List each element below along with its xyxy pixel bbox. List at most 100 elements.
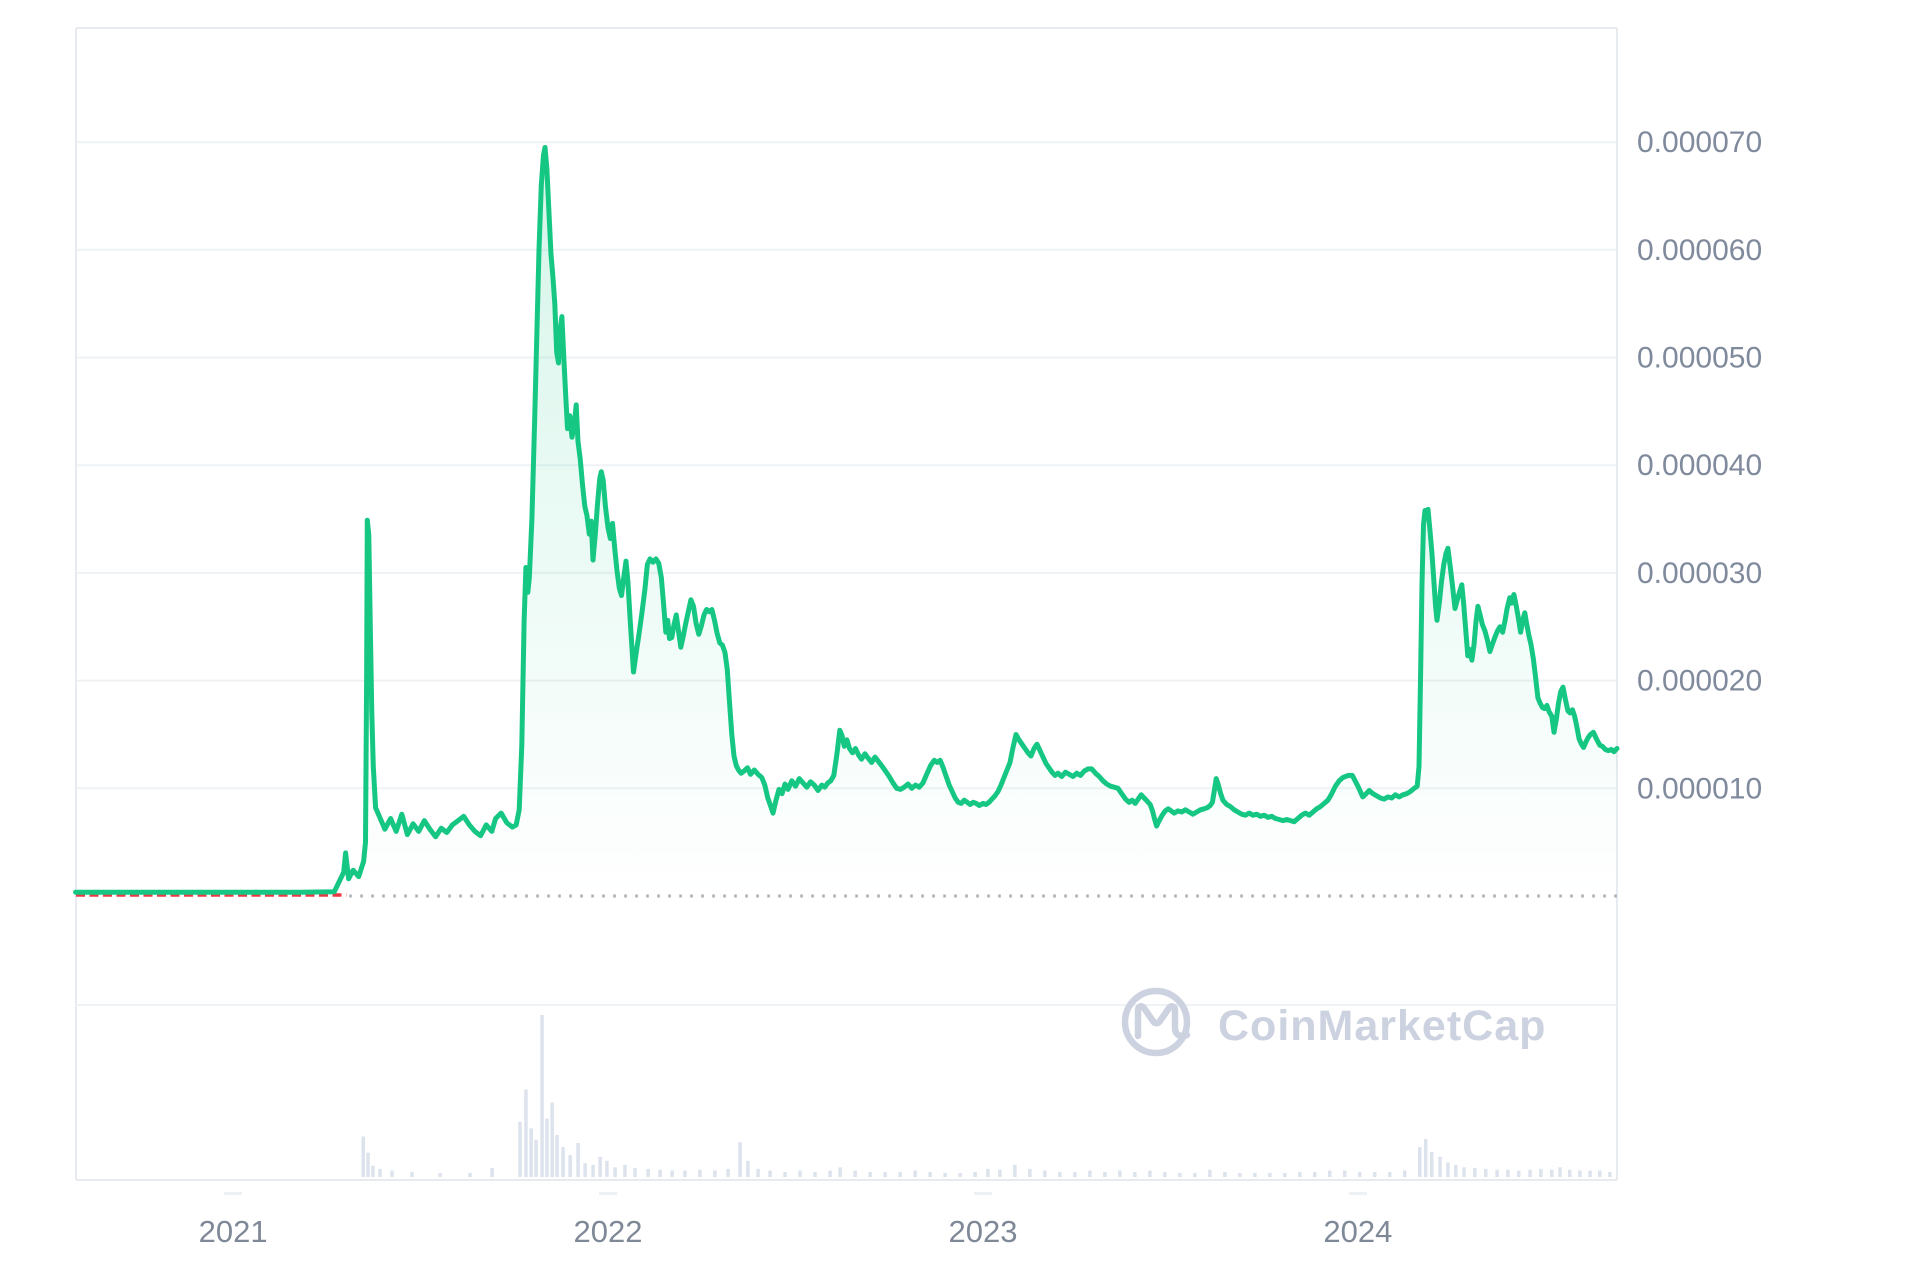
- volume-bar: [1550, 1169, 1554, 1177]
- volume-bar: [658, 1169, 662, 1177]
- x-axis-label: 2024: [1323, 1214, 1392, 1249]
- volume-bar: [1268, 1173, 1272, 1177]
- volume-bar: [1058, 1172, 1062, 1177]
- volume-bar: [366, 1152, 370, 1177]
- volume-bar: [713, 1170, 717, 1177]
- volume-bar: [853, 1170, 857, 1177]
- y-axis-label: 0.000050: [1637, 342, 1762, 375]
- volume-bar: [438, 1173, 442, 1177]
- volume-bar: [973, 1172, 977, 1177]
- volume-bar: [986, 1168, 990, 1177]
- volume-bar: [468, 1173, 472, 1177]
- volume-bar: [1558, 1167, 1562, 1177]
- volume-bar: [813, 1172, 817, 1177]
- volume-bar: [1438, 1156, 1442, 1178]
- x-axis-tick: [1348, 1192, 1367, 1195]
- volume-bar: [1178, 1173, 1182, 1177]
- volume-bar: [1103, 1172, 1107, 1177]
- volume-bar: [371, 1165, 375, 1177]
- volume-bar: [868, 1172, 872, 1177]
- volume-bar: [1495, 1169, 1499, 1177]
- volume-bar: [390, 1170, 394, 1177]
- volume-bar: [646, 1168, 650, 1177]
- volume-bar: [726, 1168, 730, 1177]
- price-area-fill: [75, 147, 1618, 896]
- volume-bar: [613, 1167, 617, 1177]
- x-axis-label: 2023: [948, 1214, 1017, 1249]
- volume-bar: [670, 1170, 674, 1177]
- volume-bar: [1133, 1172, 1137, 1177]
- volume-bar: [1403, 1170, 1407, 1177]
- price-line[interactable]: [73, 145, 1620, 895]
- volume-bar: [591, 1164, 595, 1177]
- volume-bar: [756, 1168, 760, 1177]
- y-axis-label: 0.000060: [1637, 234, 1762, 267]
- volume-bar: [1462, 1167, 1466, 1177]
- volume-bar: [518, 1121, 522, 1177]
- volume-bar: [1539, 1168, 1543, 1177]
- volume-bar: [529, 1128, 533, 1177]
- volume-bar: [1298, 1172, 1302, 1177]
- volume-bar: [1388, 1172, 1392, 1177]
- volume-bar: [828, 1170, 832, 1177]
- volume-bar: [1148, 1170, 1152, 1177]
- volume-bar: [998, 1169, 1002, 1177]
- volume-bar: [534, 1139, 538, 1177]
- y-axis-label: 0.000030: [1637, 557, 1762, 590]
- volume-bar: [1598, 1170, 1602, 1177]
- x-axis-tick: [973, 1192, 992, 1195]
- volume-bar: [1013, 1164, 1017, 1177]
- y-axis-label: 0.000010: [1637, 772, 1762, 805]
- watermark-text: CoinMarketCap: [1218, 1002, 1546, 1050]
- volume-bar: [1608, 1172, 1612, 1177]
- volume-bar: [1088, 1170, 1092, 1177]
- volume-bar: [410, 1172, 414, 1177]
- volume-bar: [698, 1169, 702, 1177]
- volume-bar: [838, 1167, 842, 1177]
- volume-bar: [913, 1170, 917, 1177]
- volume-bar: [1506, 1169, 1510, 1177]
- volume-bar: [783, 1172, 787, 1177]
- y-axis-label: 0.000040: [1637, 449, 1762, 482]
- volume-bar: [1343, 1170, 1347, 1177]
- volume-bar: [898, 1172, 902, 1177]
- volume-bar: [738, 1142, 742, 1177]
- y-axis-label: 0.000070: [1637, 126, 1762, 159]
- volume-bar: [568, 1155, 572, 1177]
- volume-bar: [1358, 1172, 1362, 1177]
- volume-bar: [555, 1134, 559, 1177]
- volume-bar: [943, 1173, 947, 1177]
- volume-bar: [1118, 1170, 1122, 1177]
- volume-bar: [1073, 1172, 1077, 1177]
- volume-bar: [378, 1168, 382, 1177]
- volume-bar: [1528, 1169, 1532, 1177]
- volume-bar: [1328, 1170, 1332, 1177]
- volume-bar: [683, 1170, 687, 1177]
- volume-bar: [1313, 1172, 1317, 1177]
- volume-bar: [361, 1136, 365, 1177]
- volume-bar: [605, 1160, 609, 1177]
- volume-bar: [1430, 1151, 1434, 1177]
- volume-bar: [1163, 1172, 1167, 1177]
- volume-bar: [1253, 1173, 1257, 1177]
- volume-bar: [1454, 1164, 1458, 1177]
- volume-bar: [561, 1147, 565, 1177]
- volume-bar: [1418, 1147, 1422, 1177]
- volume-bar: [490, 1168, 494, 1177]
- volume-bar: [1588, 1170, 1592, 1177]
- x-axis-tick: [599, 1192, 618, 1195]
- volume-bar: [576, 1143, 580, 1177]
- volume-bar: [1223, 1172, 1227, 1177]
- volume-bar: [798, 1170, 802, 1177]
- volume-bar: [1193, 1173, 1197, 1177]
- volume-bar: [746, 1160, 750, 1177]
- volume-bar: [1484, 1168, 1488, 1177]
- volume-bar: [633, 1168, 637, 1177]
- volume-bar: [1208, 1169, 1212, 1177]
- coinmarketcap-watermark: CoinMarketCap: [1121, 987, 1546, 1057]
- volume-bar: [1424, 1138, 1428, 1177]
- x-axis-label: 2022: [574, 1214, 643, 1249]
- volume-bar: [1578, 1170, 1582, 1177]
